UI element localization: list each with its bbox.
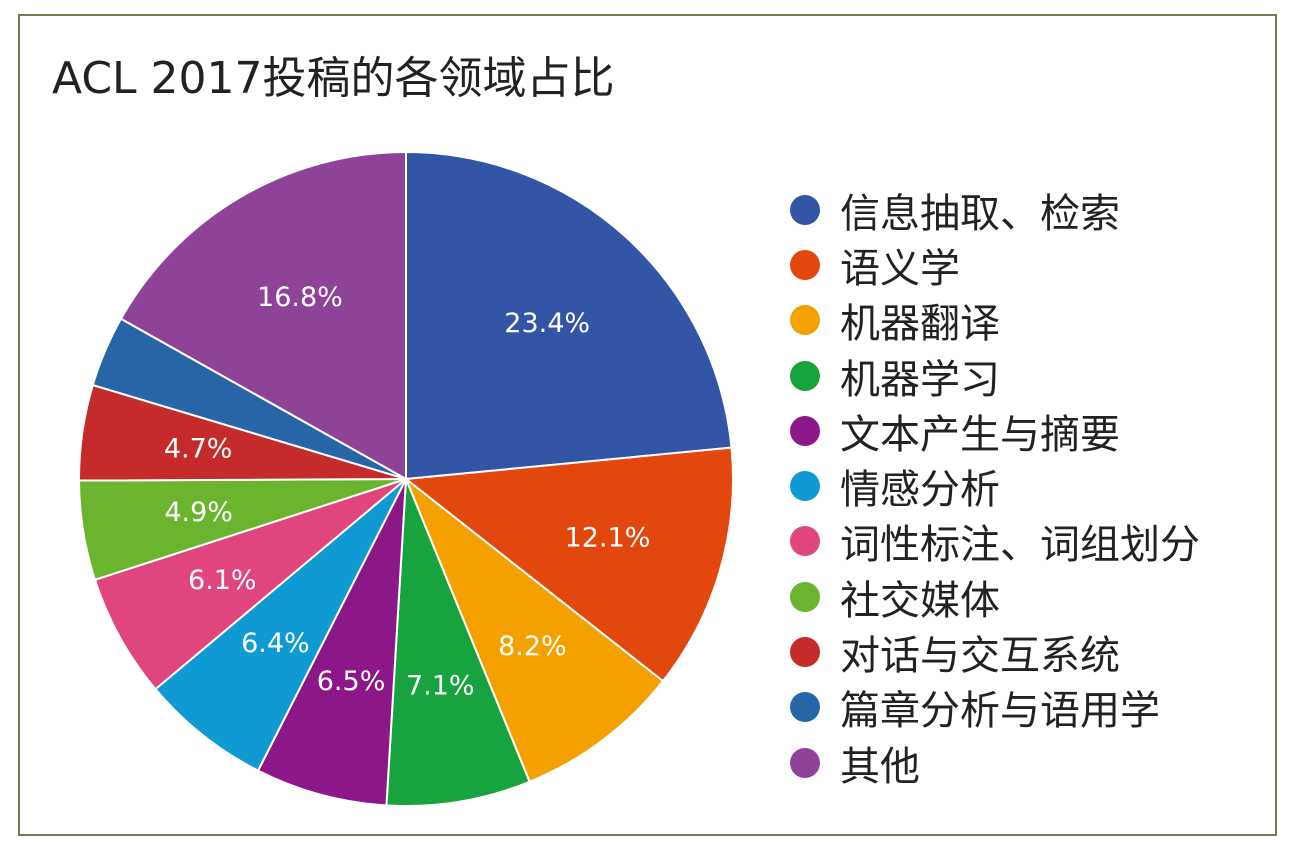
legend-item-7: 社交媒体 bbox=[790, 569, 1260, 624]
legend-label-6: 词性标注、词组划分 bbox=[840, 522, 1200, 569]
legend-label-5: 情感分析 bbox=[840, 467, 1000, 514]
pie-slice-3 bbox=[385, 478, 531, 807]
legend-swatch-3 bbox=[790, 360, 820, 391]
slice-value-label-2: 8.2% bbox=[498, 631, 567, 662]
legend-label-3: 机器学习 bbox=[840, 356, 1000, 403]
legend-item-8: 对话与交互系统 bbox=[790, 624, 1260, 679]
slice-value-label-8: 4.7% bbox=[164, 433, 233, 464]
legend-swatch-7 bbox=[790, 581, 820, 612]
legend-swatch-0 bbox=[790, 194, 820, 225]
pie-slice-10 bbox=[119, 150, 407, 481]
legend-label-9: 篇章分析与语用学 bbox=[840, 688, 1160, 735]
legend-swatch-5 bbox=[790, 471, 820, 502]
slice-value-label-3: 7.1% bbox=[406, 671, 475, 702]
legend-swatch-2 bbox=[790, 305, 820, 336]
legend-swatch-4 bbox=[790, 415, 820, 446]
legend-label-2: 机器翻译 bbox=[840, 301, 1000, 348]
legend-item-5: 情感分析 bbox=[790, 458, 1260, 513]
pie-slice-2 bbox=[403, 475, 665, 784]
pie-slice-1 bbox=[403, 446, 734, 683]
legend-label-1: 语义学 bbox=[840, 245, 960, 292]
legend-swatch-6 bbox=[790, 526, 820, 557]
legend-item-10: 其他 bbox=[790, 735, 1260, 790]
legend-label-7: 社交媒体 bbox=[840, 577, 1000, 624]
pie-slice-0 bbox=[405, 150, 733, 481]
slice-value-label-1: 12.1% bbox=[565, 523, 651, 554]
legend-item-4: 文本产生与摘要 bbox=[790, 403, 1260, 458]
legend-item-6: 词性标注、词组划分 bbox=[790, 514, 1260, 569]
pie-slice-4 bbox=[256, 478, 407, 807]
legend-item-3: 机器学习 bbox=[790, 348, 1260, 403]
legend-item-9: 篇章分析与语用学 bbox=[790, 680, 1260, 735]
legend-swatch-10 bbox=[790, 747, 820, 778]
legend-label-8: 对话与交互系统 bbox=[840, 633, 1120, 680]
pie-slice-5 bbox=[154, 478, 407, 772]
legend-label-4: 文本产生与摘要 bbox=[840, 411, 1120, 458]
legend-swatch-9 bbox=[790, 692, 820, 723]
legend-swatch-1 bbox=[790, 249, 820, 280]
slice-value-label-4: 6.5% bbox=[317, 666, 386, 697]
slice-value-label-0: 23.4% bbox=[504, 308, 590, 339]
legend-label-10: 其他 bbox=[840, 743, 920, 790]
legend-item-2: 机器翻译 bbox=[790, 293, 1260, 348]
slice-value-label-7: 4.9% bbox=[164, 497, 233, 528]
legend-label-0: 信息抽取、检索 bbox=[840, 190, 1120, 237]
slice-value-label-10: 16.8% bbox=[257, 282, 343, 313]
pie-slice-6 bbox=[93, 478, 407, 691]
legend-item-0: 信息抽取、检索 bbox=[790, 182, 1260, 237]
legend-swatch-8 bbox=[790, 637, 820, 668]
slice-value-label-5: 6.4% bbox=[241, 628, 310, 659]
slice-value-label-6: 6.1% bbox=[188, 565, 257, 596]
chart-legend: 信息抽取、检索 语义学机器翻译机器学习文本产生与摘要 情感分析词性标注、词组划分 社交… bbox=[790, 182, 1260, 790]
legend-item-1: 语义学 bbox=[790, 237, 1260, 292]
chart-title: ACL 2017投稿的各领域占比 bbox=[52, 53, 615, 104]
